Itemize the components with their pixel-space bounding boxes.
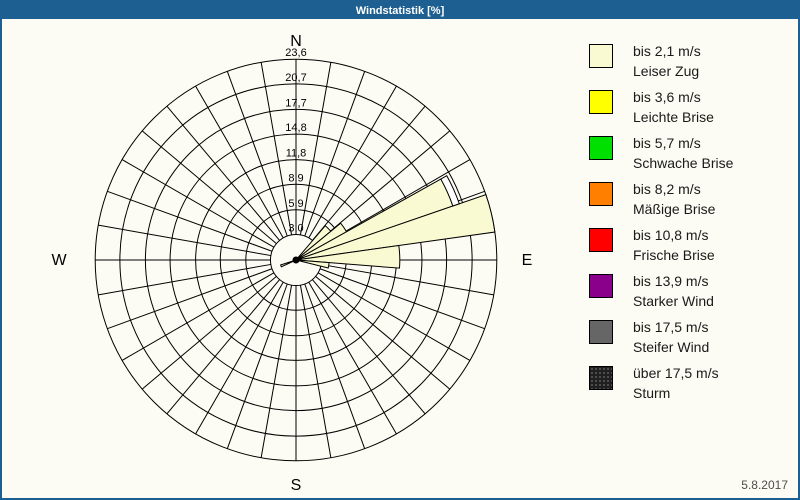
grid-spoke xyxy=(141,130,277,244)
grid-spoke xyxy=(166,279,280,415)
legend-item: bis 13,9 m/s Starker Wind xyxy=(589,273,789,309)
legend-item: bis 10,8 m/s Frische Brise xyxy=(589,227,789,263)
grid-spoke xyxy=(226,283,288,449)
wind-petal xyxy=(295,244,401,269)
grid-spoke xyxy=(317,272,471,361)
grid-spoke xyxy=(319,268,485,330)
window-title: Windstatistik [%] xyxy=(355,4,445,17)
legend-label: über 17,5 m/s Sturm xyxy=(633,363,719,403)
grid-spoke xyxy=(308,281,397,435)
legend-item: bis 3,6 m/s Leichte Brise xyxy=(589,89,789,125)
legend-class-name: Schwache Brise xyxy=(633,155,734,171)
legend-color-swatch xyxy=(589,44,613,68)
legend-speed-range: bis 3,6 m/s xyxy=(633,89,701,105)
ring-value-label: 11,8 xyxy=(286,148,307,160)
grid-spoke xyxy=(107,190,273,252)
legend-speed-range: über 17,5 m/s xyxy=(633,365,719,381)
compass-label-s: S xyxy=(291,477,302,494)
grid-spoke xyxy=(304,283,366,449)
legend-speed-range: bis 5,7 m/s xyxy=(633,135,701,151)
grid-spoke xyxy=(166,105,280,241)
wind-speed-legend: bis 2,1 m/s Leiser Zug bis 3,6 m/s Leichte … xyxy=(589,43,789,412)
wind-petal xyxy=(295,259,330,269)
ring-value-label: 3,0 xyxy=(288,222,303,234)
grid-spoke xyxy=(226,71,288,237)
grid-spoke xyxy=(260,62,293,235)
grid-spoke xyxy=(308,85,397,239)
legend-class-name: Leiser Zug xyxy=(633,63,700,79)
legend-item: bis 2,1 m/s Leiser Zug xyxy=(589,43,789,79)
legend-item: über 17,5 m/s Sturm xyxy=(589,365,789,401)
legend-speed-range: bis 8,2 m/s xyxy=(633,181,701,197)
wind-petal-outline-segment xyxy=(440,175,460,207)
grid-spoke xyxy=(98,263,271,296)
ring-value-label: 14,8 xyxy=(285,122,306,134)
legend-class-name: Mäßige Brise xyxy=(633,201,716,217)
legend-color-swatch xyxy=(589,136,613,160)
legend-label: bis 8,2 m/s Mäßige Brise xyxy=(633,179,715,219)
grid-spoke xyxy=(299,285,332,458)
legend-speed-range: bis 17,5 m/s xyxy=(633,319,709,335)
legend-class-name: Sturm xyxy=(633,385,671,401)
legend-item: bis 5,7 m/s Schwache Brise xyxy=(589,135,789,171)
legend-label: bis 10,8 m/s Frische Brise xyxy=(633,225,715,265)
grid-spoke xyxy=(299,62,332,235)
legend-color-swatch xyxy=(589,228,613,252)
legend-color-swatch xyxy=(589,320,613,344)
grid-spoke xyxy=(121,159,275,248)
legend-label: bis 17,5 m/s Steifer Wind xyxy=(633,317,709,357)
ring-value-label: 20,7 xyxy=(285,72,306,84)
grid-spoke xyxy=(141,276,277,390)
legend-class-name: Starker Wind xyxy=(633,293,714,309)
legend-color-swatch xyxy=(589,90,613,114)
grid-spoke xyxy=(304,71,366,237)
legend-speed-range: bis 2,1 m/s xyxy=(633,43,701,59)
grid-spoke xyxy=(321,263,494,296)
title-bar: Windstatistik [%] xyxy=(2,2,798,19)
legend-speed-range: bis 13,9 m/s xyxy=(633,273,709,289)
grid-spoke xyxy=(312,105,426,241)
center-dot xyxy=(292,256,300,264)
legend-color-swatch xyxy=(589,366,613,390)
compass-label-n: N xyxy=(290,33,302,50)
ring-value-label: 17,7 xyxy=(285,97,306,109)
legend-item: bis 17,5 m/s Steifer Wind xyxy=(589,319,789,355)
ring-value-label: 8,9 xyxy=(288,172,303,184)
grid-spoke xyxy=(315,276,451,390)
legend-item: bis 8,2 m/s Mäßige Brise xyxy=(589,181,789,217)
grid-spoke xyxy=(195,85,284,239)
grid-spoke xyxy=(121,272,275,361)
legend-label: bis 3,6 m/s Leichte Brise xyxy=(633,87,714,127)
legend-class-name: Leichte Brise xyxy=(633,109,714,125)
legend-class-name: Frische Brise xyxy=(633,247,715,263)
ring-value-label: 23,6 xyxy=(285,47,306,59)
legend-label: bis 2,1 m/s Leiser Zug xyxy=(633,41,701,81)
wind-petal xyxy=(279,259,297,268)
legend-color-swatch xyxy=(589,182,613,206)
grid-spoke xyxy=(195,281,284,435)
legend-class-name: Steifer Wind xyxy=(633,339,710,355)
wind-petal xyxy=(295,193,496,261)
ring-value-label: 5,9 xyxy=(288,198,303,210)
legend-label: bis 13,9 m/s Starker Wind xyxy=(633,271,714,311)
compass-label-e: E xyxy=(522,252,533,269)
compass-label-w: W xyxy=(51,252,67,269)
legend-speed-range: bis 10,8 m/s xyxy=(633,227,709,243)
date-label: 5.8.2017 xyxy=(741,478,788,492)
legend-color-swatch xyxy=(589,274,613,298)
legend-label: bis 5,7 m/s Schwache Brise xyxy=(633,133,733,173)
grid-spoke xyxy=(260,285,293,458)
grid-spoke xyxy=(98,224,271,257)
grid-spoke xyxy=(107,268,273,330)
grid-spoke xyxy=(312,279,426,415)
